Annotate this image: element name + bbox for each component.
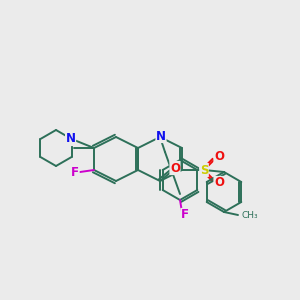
Text: F: F	[181, 208, 189, 221]
Text: CH₃: CH₃	[242, 211, 259, 220]
Text: O: O	[214, 151, 224, 164]
Text: N: N	[156, 130, 166, 142]
Text: N: N	[66, 133, 76, 146]
Text: S: S	[200, 164, 208, 176]
Text: O: O	[214, 176, 224, 190]
Text: O: O	[170, 161, 180, 175]
Text: F: F	[71, 166, 79, 178]
